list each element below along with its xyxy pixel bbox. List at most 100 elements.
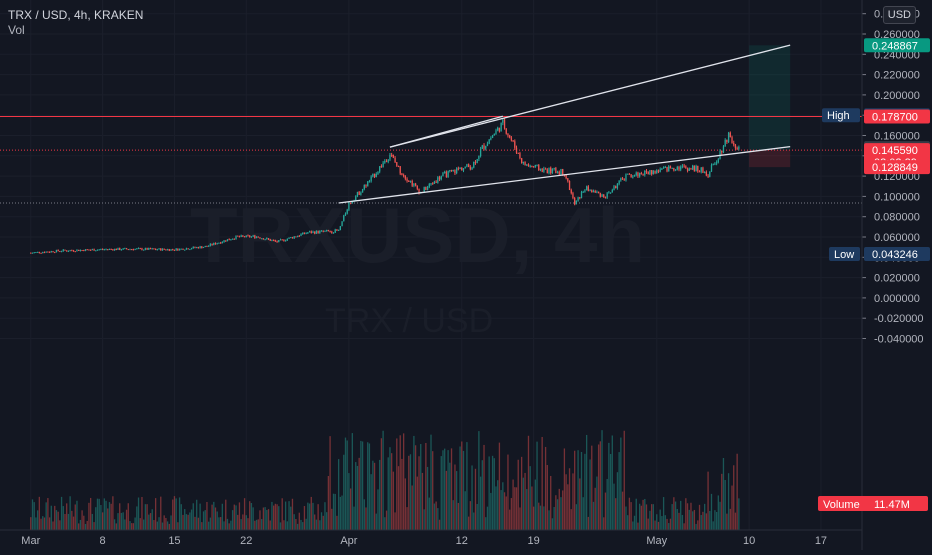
candle-body [303,232,306,234]
candle-body [544,168,547,170]
candle-body [209,243,212,246]
volume-bar [587,516,590,530]
volume-bar [618,452,620,530]
volume-bar [406,507,408,530]
watermark-ticker: TRXUSD, 4h [190,191,645,279]
candle-body [486,143,489,147]
candle-body [95,250,97,252]
volume-bar [637,522,639,530]
volume-bar [577,450,579,530]
candle-body [170,249,172,251]
volume-bar [493,458,495,530]
volume-bar [507,454,509,530]
candle-body [254,235,256,238]
position-stop-zone [749,150,791,168]
candle-body [639,173,641,177]
candle-body [129,249,131,251]
candle-body [110,248,112,250]
x-tick-label: 12 [456,535,468,547]
volume-bar [310,496,312,530]
candle-body [659,169,661,172]
volume-bar [645,504,648,530]
volume-bar [471,465,473,530]
candle-body [124,248,126,250]
price-tag-box [822,108,860,123]
volume-bar [163,515,165,530]
candle-body [206,246,208,248]
candle-body [686,168,689,171]
candle-body [83,250,85,252]
volume-bar [520,456,523,530]
volume-bar [712,521,714,530]
candle-body [120,249,123,251]
price-axis[interactable]: 0.2800000.2600000.2400000.2200000.200000… [861,0,924,550]
volume-bar [358,457,360,530]
candle-body [608,192,610,194]
volume-bar [500,490,502,530]
volume-bar [604,492,607,530]
candle-body [250,236,253,238]
volume-bar [551,518,554,530]
symbol-title[interactable]: TRX / USD, 4h, KRAKEN [8,8,144,22]
volume-bar [172,499,174,530]
candle-body [81,250,83,252]
volume-bar [425,442,427,530]
candle-body [722,146,725,153]
candle-body [570,189,572,194]
trendlines[interactable] [338,44,791,204]
volume-bar [146,504,148,530]
candle-body [375,174,377,177]
candle-body [548,167,550,174]
candle-body [300,234,302,236]
volume-bar [249,501,251,530]
x-tick-label: 15 [168,535,180,547]
volume-bar [178,497,181,530]
candle-body [630,174,632,178]
x-tick-label: 22 [240,535,252,547]
y-tick-label: -0.020000 [874,313,924,325]
candle-body [558,171,560,175]
candle-body [724,139,726,147]
candle-body [31,252,34,254]
candle-body [461,167,463,171]
volume-bar [606,478,608,530]
volume-bar [399,435,401,530]
candle-body [613,186,615,190]
volume-bar [454,464,456,530]
volume-bar [96,498,99,530]
volume-bar [339,496,342,530]
volume-label-value: 11.47M [874,499,910,511]
candle-body [201,246,203,248]
volume-bar [579,478,581,530]
volume-bar [35,517,37,530]
volume-bar [649,510,651,530]
candle-body [497,127,499,131]
time-axis[interactable]: Mar 8 15 22 Apr 12 19 May 10 17 [0,529,862,547]
candle-body [271,240,273,242]
candle-body [96,249,99,251]
candle-body [48,251,51,253]
volume-bar [319,520,321,530]
candle-body [452,169,454,171]
candle-body [519,152,521,159]
volume-bar [715,511,718,530]
volume-bar [503,492,506,530]
volume-bar [196,499,198,530]
candle-body [733,143,735,145]
position-box [749,45,791,168]
volume-bar [524,472,526,530]
candle-body [589,190,591,192]
volume-bar [237,514,239,530]
volume-bar [550,475,552,530]
volume-indicator-label[interactable]: Vol [8,23,25,37]
volume-bar [396,438,398,530]
volume-bar [317,504,319,530]
volume-bar [408,455,410,530]
volume-bar [657,521,660,530]
candle-body [336,229,338,231]
currency-button[interactable]: USD [882,6,916,24]
volume-bar [469,501,471,530]
volume-bar [127,503,129,530]
